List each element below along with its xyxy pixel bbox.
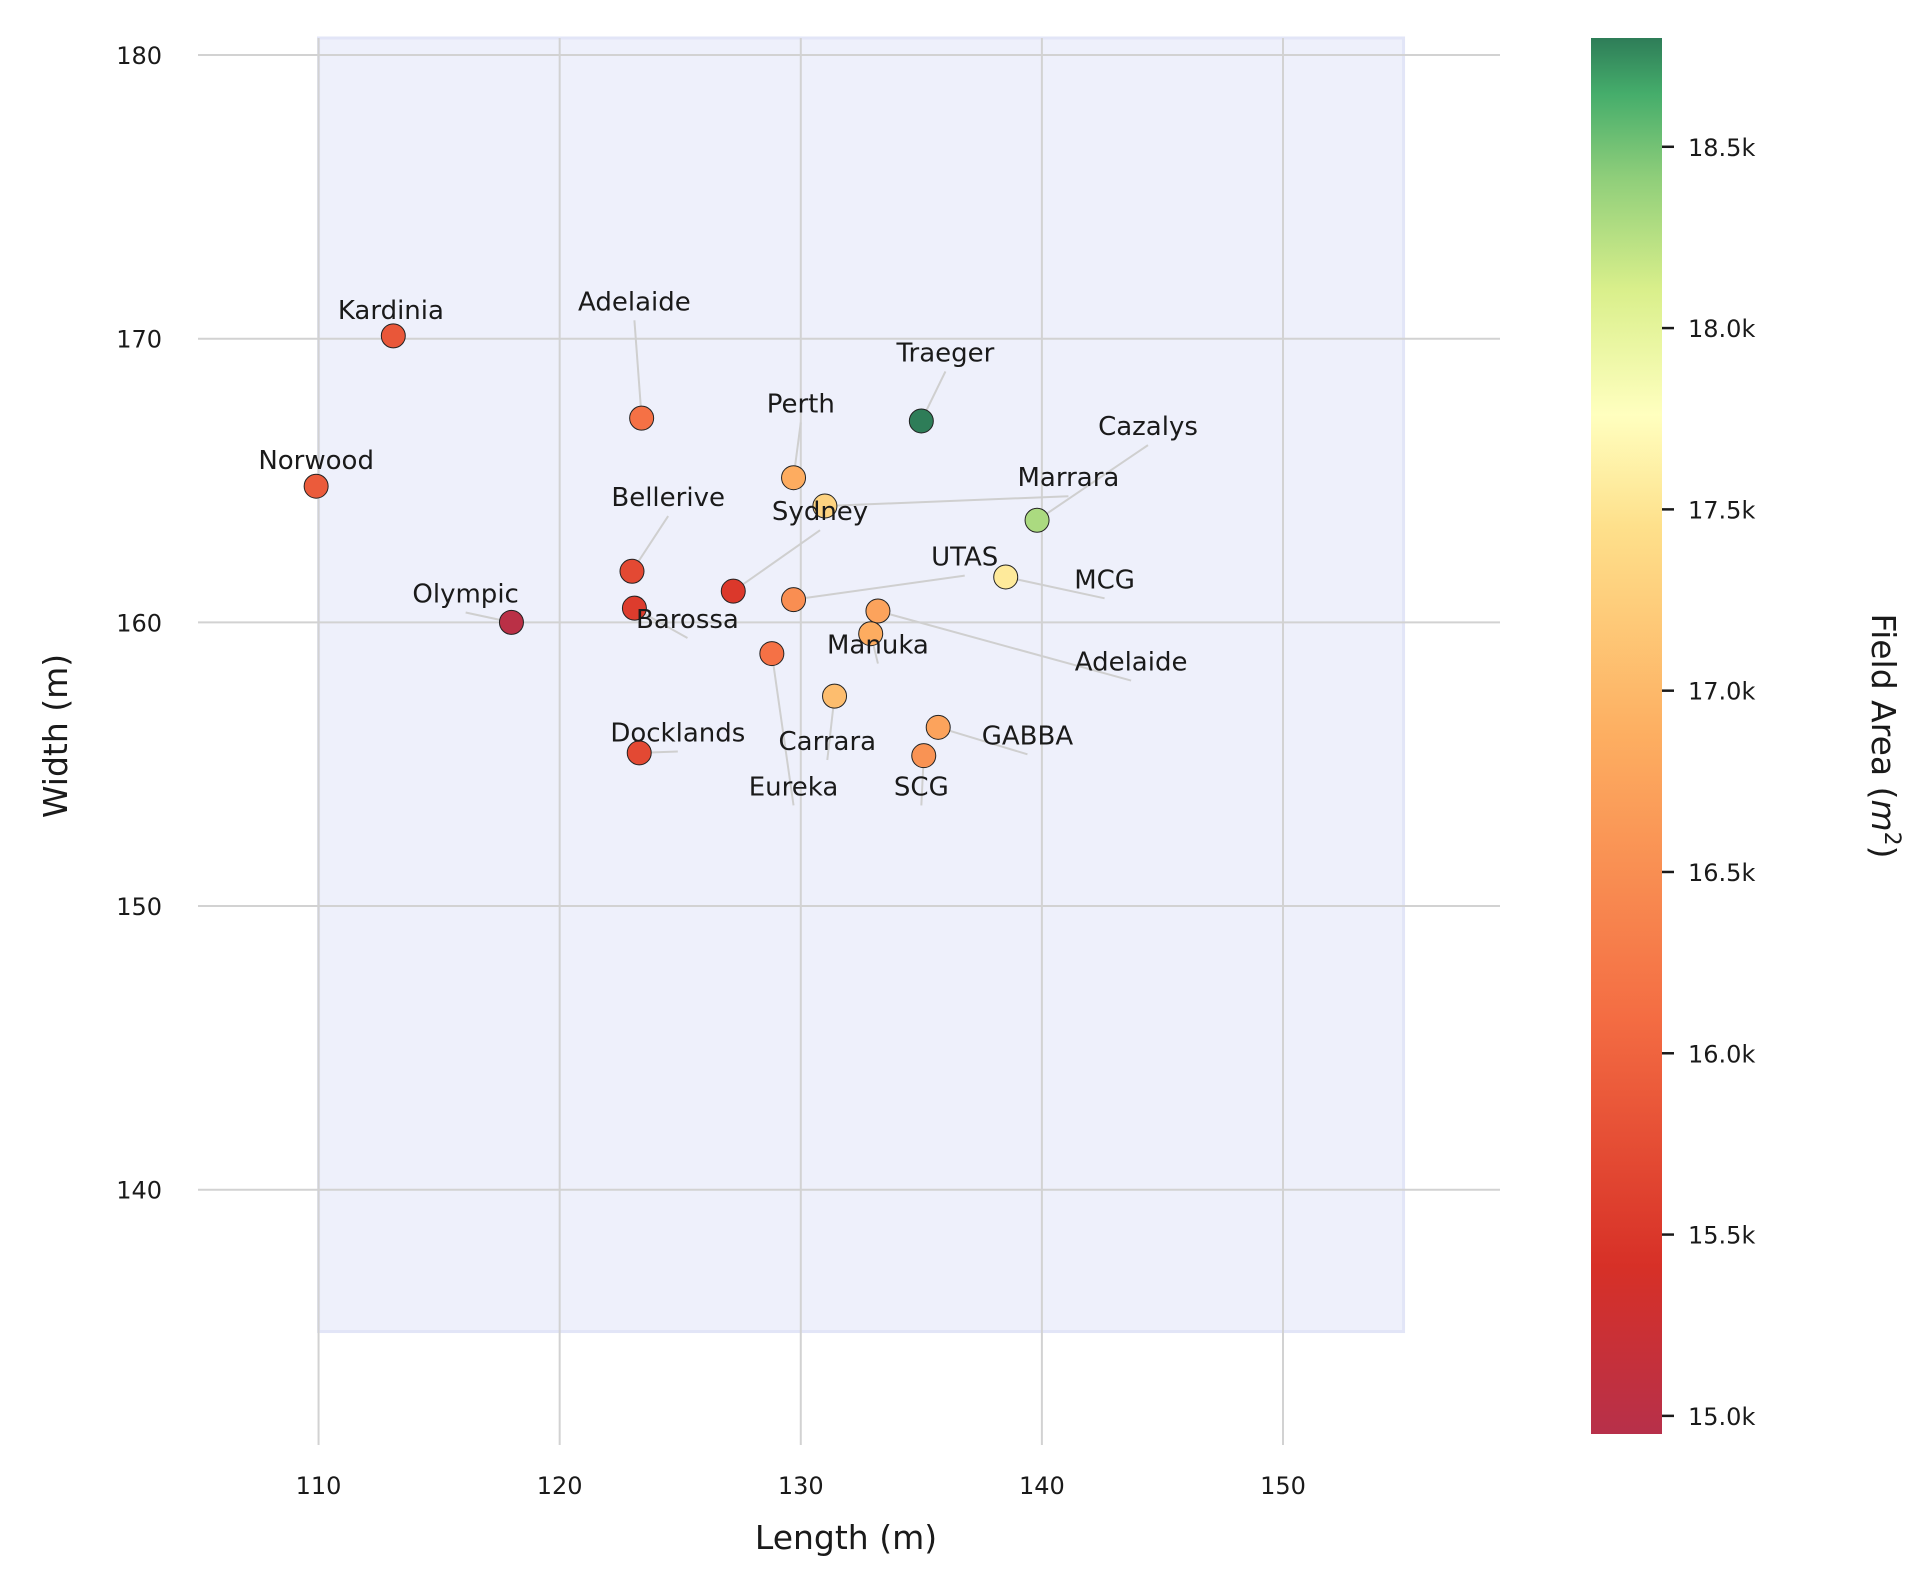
point-label: Traeger (896, 338, 995, 368)
grid (198, 38, 1500, 1445)
data-point (621, 595, 647, 621)
point-label: Olympic (412, 580, 518, 610)
x-tick-label: 110 (296, 1472, 342, 1500)
data-point (822, 683, 848, 709)
x-tick-label: 150 (1260, 1472, 1306, 1500)
point-label: Carrara (779, 727, 877, 757)
data-point (629, 405, 655, 431)
point-label: Perth (767, 389, 835, 419)
leader-line (824, 495, 1069, 508)
data-point (908, 408, 934, 434)
point-label: Cazalys (1098, 412, 1198, 442)
point-label: Kardinia (338, 296, 444, 326)
colorbar (1591, 38, 1662, 1434)
x-axis-ticks: 110 120 130 140 150 (296, 1472, 1306, 1500)
colorbar-tick-label: 17.5k (1688, 496, 1755, 524)
data-point (626, 740, 652, 766)
colorbar-tick-label: 18.5k (1688, 134, 1755, 162)
point-labels: Kardinia Adelaide Norwood Traeger Perth Cazal… (258, 287, 1198, 802)
point-label: Eureka (749, 772, 839, 802)
data-point (303, 473, 329, 499)
colorbar-label: Field Area (m2) (1864, 614, 1904, 859)
y-tick-label: 170 (116, 326, 162, 354)
point-label: Norwood (258, 446, 374, 476)
data-point (619, 558, 645, 584)
y-axis-ticks: 140 150 160 170 180 (116, 42, 162, 1205)
x-axis-label: Length (m) (755, 1518, 937, 1557)
x-tick-label: 120 (537, 1472, 583, 1500)
colorbar-tick-label: 15.5k (1688, 1222, 1755, 1250)
data-point (1024, 507, 1050, 533)
leader-line (793, 574, 965, 601)
point-label: GABBA (982, 721, 1074, 751)
leader-line (633, 320, 643, 419)
data-point (498, 609, 524, 635)
point-label: SCG (894, 772, 949, 802)
label-leader-lines (315, 320, 1149, 806)
leader-line (1036, 444, 1149, 522)
point-label: Manuka (827, 631, 929, 661)
leader-line (732, 529, 821, 592)
point-label: MCG (1074, 565, 1135, 595)
x-tick-label: 130 (778, 1472, 824, 1500)
y-tick-label: 160 (116, 609, 162, 637)
data-point (759, 641, 785, 667)
colorbar-tick-label: 17.0k (1688, 678, 1755, 706)
data-point (865, 598, 891, 624)
colorbar-tick-label: 16.0k (1688, 1040, 1755, 1068)
data-point (812, 493, 838, 519)
point-label: UTAS (931, 543, 998, 573)
point-label: Barossa (636, 605, 739, 635)
leader-line (937, 726, 1028, 756)
x-tick-label: 140 (1019, 1472, 1065, 1500)
colorbar-tick-label: 16.5k (1688, 859, 1755, 887)
leader-line (1005, 575, 1105, 600)
point-label: Bellerive (611, 483, 725, 513)
colorbar-label-text: Field Area ( (1864, 614, 1903, 800)
data-point (993, 564, 1019, 590)
point-label: Adelaide (1075, 648, 1188, 678)
data-points (303, 323, 1050, 769)
y-tick-label: 150 (116, 893, 162, 921)
colorbar-label-close: ) (1864, 846, 1903, 859)
colorbar-ticks: 15.0k 15.5k 16.0k 16.5k 17.0k 17.5k 18.0k 18.5k (1662, 134, 1755, 1431)
colorbar-tick-label: 15.0k (1688, 1403, 1755, 1431)
leader-line (877, 610, 1132, 682)
data-point (781, 465, 807, 491)
data-point (925, 714, 951, 740)
point-label: Docklands (610, 719, 745, 749)
data-point (858, 621, 884, 647)
colorbar-tick-label: 18.0k (1688, 315, 1755, 343)
shaded-region (317, 36, 1406, 1334)
y-axis-label: Width (m) (36, 654, 75, 818)
point-label: Sydney (772, 497, 868, 527)
leader-line (770, 653, 795, 806)
point-label: Marrara (1017, 463, 1119, 493)
y-tick-label: 140 (116, 1177, 162, 1205)
colorbar-label-math: m (1864, 799, 1903, 831)
point-label: Adelaide (578, 287, 691, 317)
y-tick-label: 180 (116, 42, 162, 70)
data-point (781, 587, 807, 613)
data-point (911, 743, 937, 769)
colorbar-label-sup: 2 (1879, 832, 1904, 846)
data-point (380, 323, 406, 349)
data-point (720, 578, 746, 604)
